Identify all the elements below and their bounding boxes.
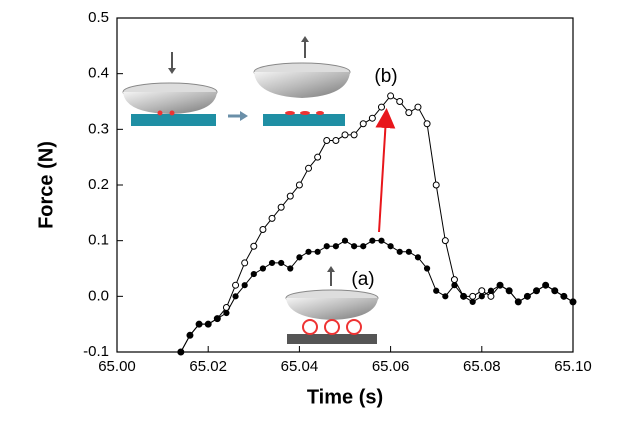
data-point — [341, 131, 349, 139]
data-point — [223, 309, 230, 317]
data-point — [533, 287, 540, 294]
data-point — [323, 136, 331, 144]
data-point — [414, 103, 422, 111]
data-point — [432, 181, 440, 189]
y-tick-label: 0.5 — [88, 9, 109, 26]
data-point — [441, 237, 449, 245]
x-tick-label: 65.04 — [281, 358, 319, 375]
x-tick-label: 65.06 — [372, 358, 410, 375]
data-point — [195, 321, 203, 328]
data-point — [268, 259, 276, 267]
data-point — [433, 287, 440, 294]
data-point — [186, 332, 194, 339]
y-tick-label: 0.1 — [88, 232, 109, 249]
x-axis-title: Time (s) — [307, 386, 383, 408]
data-point — [214, 315, 221, 322]
data-point — [423, 120, 431, 128]
data-point — [232, 293, 239, 300]
data-point — [205, 321, 212, 328]
data-point — [460, 293, 467, 300]
data-point — [569, 298, 577, 305]
data-point — [442, 293, 449, 300]
data-point — [496, 282, 504, 289]
data-point — [378, 237, 385, 244]
data-point — [314, 248, 321, 255]
data-point — [377, 103, 385, 111]
data-point — [332, 243, 339, 250]
arrow — [375, 108, 396, 233]
series-line — [180, 95, 574, 353]
data-point — [351, 243, 358, 250]
data-point — [305, 248, 312, 255]
data-point — [314, 153, 322, 161]
y-tick-label: 0.0 — [88, 287, 109, 304]
data-point — [232, 281, 240, 289]
y-tick-label: 0.3 — [88, 120, 109, 137]
illustration-bridge — [285, 266, 379, 344]
data-point — [295, 181, 303, 189]
data-point — [387, 92, 395, 100]
data-point — [359, 120, 367, 128]
data-point — [259, 265, 267, 272]
y-tick-label: 0.2 — [88, 176, 109, 193]
data-point — [296, 254, 303, 261]
data-point — [369, 237, 376, 244]
data-point — [414, 254, 422, 261]
data-point — [277, 203, 285, 211]
data-point — [515, 298, 522, 305]
data-point — [341, 237, 349, 244]
data-point — [450, 276, 458, 284]
x-tick-label: 65.00 — [98, 358, 136, 375]
data-point — [506, 287, 513, 294]
annotation: (b) — [374, 66, 397, 87]
data-point — [286, 192, 294, 200]
data-point — [478, 287, 486, 295]
illustration-approach — [122, 36, 351, 126]
data-point — [405, 248, 412, 255]
data-point — [278, 259, 285, 267]
data-point — [487, 292, 495, 300]
x-tick-label: 65.10 — [554, 358, 592, 375]
data-point — [396, 248, 403, 255]
data-point — [350, 131, 358, 139]
y-tick-label: -0.1 — [83, 343, 109, 360]
data-point — [560, 293, 567, 300]
data-point — [360, 243, 367, 250]
data-point — [287, 265, 294, 272]
data-point — [259, 226, 267, 234]
data-point — [250, 242, 258, 250]
data-point — [268, 214, 276, 222]
data-point — [524, 293, 531, 300]
data-point — [177, 348, 184, 356]
data-point — [451, 282, 458, 289]
data-point — [469, 292, 477, 300]
annotation: (a) — [351, 269, 374, 290]
data-point — [368, 114, 376, 122]
data-point — [323, 243, 330, 250]
data-point — [305, 164, 313, 172]
data-point — [405, 109, 413, 117]
data-point — [478, 293, 485, 300]
data-point — [469, 298, 476, 305]
data-point — [423, 265, 431, 272]
data-point — [241, 282, 248, 289]
data-point — [542, 282, 549, 289]
data-point — [487, 287, 495, 294]
data-point — [551, 287, 558, 294]
data-point — [250, 270, 257, 278]
data-point — [387, 243, 394, 250]
data-point — [332, 136, 340, 144]
y-tick-label: 0.4 — [88, 65, 109, 82]
data-point — [241, 259, 249, 267]
x-tick-label: 65.08 — [463, 358, 501, 375]
y-axis-title: Force (N) — [35, 141, 57, 229]
x-tick-label: 65.02 — [189, 358, 227, 375]
data-point — [396, 98, 404, 105]
